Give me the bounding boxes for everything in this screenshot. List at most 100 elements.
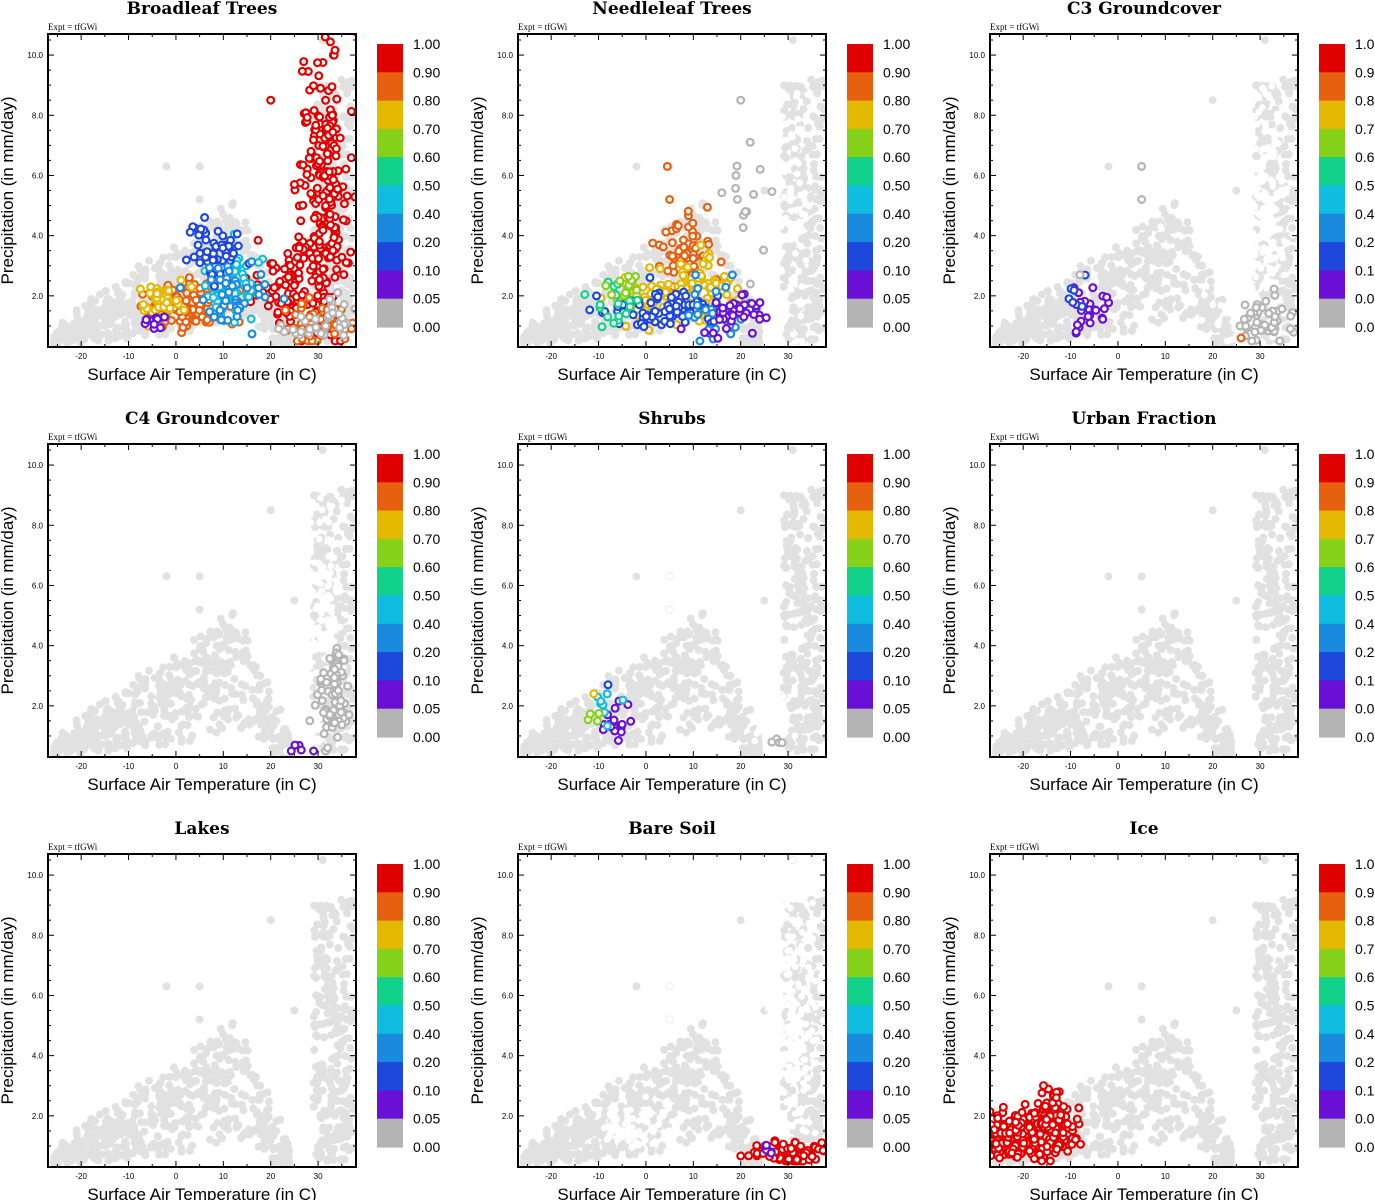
colorbar-label: 0.60 bbox=[413, 149, 440, 165]
data-point bbox=[1259, 84, 1266, 92]
background-point bbox=[264, 687, 273, 696]
background-point bbox=[323, 545, 332, 554]
colorbar-swatch bbox=[377, 242, 403, 271]
data-point bbox=[802, 257, 810, 264]
background-point bbox=[1252, 151, 1261, 160]
data-point bbox=[1240, 243, 1248, 251]
background-point bbox=[1284, 172, 1293, 181]
background-point bbox=[583, 323, 592, 332]
background-point bbox=[792, 291, 801, 300]
data-point bbox=[280, 694, 288, 702]
background-point bbox=[1046, 336, 1055, 345]
background-point bbox=[1018, 338, 1027, 347]
data-point bbox=[797, 191, 804, 199]
background-point bbox=[816, 188, 825, 197]
data-point bbox=[325, 209, 335, 219]
data-point bbox=[1247, 161, 1255, 169]
data-point bbox=[1268, 83, 1276, 90]
data-point bbox=[321, 201, 331, 211]
data-point bbox=[330, 329, 340, 339]
y-axis-label: Precipitation (in mm/day) bbox=[468, 96, 487, 284]
background-point bbox=[123, 744, 132, 753]
data-point bbox=[1261, 190, 1269, 197]
background-point bbox=[142, 708, 151, 717]
data-point bbox=[1248, 251, 1256, 259]
data-point bbox=[1263, 256, 1270, 263]
background-point bbox=[338, 150, 347, 159]
background-point bbox=[574, 329, 583, 338]
data-point bbox=[200, 213, 210, 223]
data-point bbox=[1241, 321, 1251, 331]
data-point bbox=[216, 315, 226, 325]
background-point bbox=[87, 731, 96, 740]
data-point bbox=[181, 296, 191, 306]
background-point bbox=[1127, 260, 1136, 269]
data-point bbox=[1275, 173, 1283, 181]
x-tick-label: 30 bbox=[314, 352, 323, 361]
background-point bbox=[243, 652, 252, 661]
data-point bbox=[268, 259, 278, 269]
data-point bbox=[254, 290, 264, 300]
background-point bbox=[145, 666, 153, 675]
background-point bbox=[213, 708, 222, 717]
data-point bbox=[336, 623, 344, 631]
data-point bbox=[194, 305, 204, 315]
background-point bbox=[800, 233, 809, 242]
data-point bbox=[297, 290, 307, 300]
background-point bbox=[232, 653, 241, 662]
data-point bbox=[171, 296, 181, 306]
background-point bbox=[779, 282, 788, 291]
data-point bbox=[191, 316, 201, 326]
data-point bbox=[775, 141, 783, 149]
data-point bbox=[1268, 153, 1276, 161]
background-point bbox=[1054, 298, 1063, 306]
background-point bbox=[521, 332, 530, 341]
background-point bbox=[346, 223, 355, 232]
data-point bbox=[1277, 304, 1287, 314]
data-point bbox=[311, 559, 319, 567]
data-point bbox=[804, 91, 812, 98]
background-point bbox=[264, 695, 273, 703]
background-point bbox=[312, 610, 321, 619]
data-point bbox=[796, 125, 804, 133]
background-point bbox=[815, 301, 824, 310]
background-point bbox=[232, 713, 241, 722]
data-point bbox=[704, 239, 714, 249]
data-point bbox=[1209, 301, 1217, 309]
data-point bbox=[314, 71, 324, 81]
background-point bbox=[809, 166, 818, 175]
data-point bbox=[632, 295, 642, 305]
data-point bbox=[181, 317, 191, 327]
data-point bbox=[1253, 93, 1260, 101]
data-point bbox=[1239, 147, 1247, 155]
background-point bbox=[816, 273, 825, 282]
background-point bbox=[339, 576, 348, 585]
background-point bbox=[1154, 231, 1163, 240]
data-point bbox=[1267, 176, 1275, 184]
data-point bbox=[1250, 201, 1257, 209]
background-point bbox=[243, 242, 252, 251]
background-point bbox=[574, 336, 583, 345]
background-point bbox=[204, 692, 212, 701]
background-point bbox=[165, 252, 174, 261]
background-point bbox=[254, 322, 263, 331]
scatter-points bbox=[519, 36, 826, 347]
data-point bbox=[1137, 161, 1147, 171]
x-tick-label: 0 bbox=[174, 352, 179, 361]
background-point bbox=[1165, 299, 1174, 307]
data-point bbox=[213, 263, 223, 273]
background-point bbox=[173, 249, 181, 258]
background-point bbox=[1109, 265, 1118, 274]
x-axis-label: Surface Air Temperature (in C) bbox=[557, 365, 786, 384]
background-point bbox=[1166, 236, 1175, 244]
background-point bbox=[87, 321, 96, 330]
background-point bbox=[1127, 303, 1136, 311]
data-point bbox=[181, 255, 191, 265]
background-point bbox=[116, 741, 125, 750]
y-tick-label: 4.0 bbox=[502, 232, 514, 241]
background-point bbox=[216, 614, 225, 623]
background-point bbox=[1154, 251, 1163, 260]
background-point bbox=[813, 89, 822, 98]
background-point bbox=[264, 702, 273, 711]
